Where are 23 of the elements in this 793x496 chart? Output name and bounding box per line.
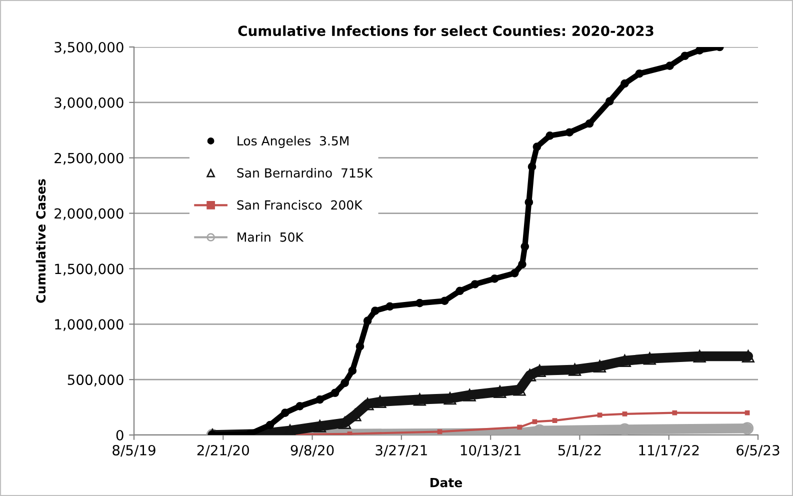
x-axis-title: Date [430, 478, 462, 488]
y-tick-label: 2,500,000 [54, 152, 124, 165]
x-tick-label: 8/5/19 [112, 444, 156, 457]
y-tick-label: 1,500,000 [55, 264, 124, 276]
legend-label: San Francisco 200K [237, 200, 363, 210]
x-tick-label: 5/1/22 [558, 444, 601, 457]
y-tick-label: 3,000,000 [54, 97, 124, 110]
y-tick-label: 0 [116, 430, 124, 440]
y-axis-title: Cumulative Cases [36, 179, 46, 303]
chart-title: Cumulative Infections for select Counties: 2020-2023 [238, 25, 654, 36]
x-tick-label: 6/5/23 [736, 444, 780, 457]
x-tick-label: 11/17/22 [639, 444, 699, 457]
legend-label: San Bernardino 715K [237, 168, 373, 178]
x-tick-label: 9/8/20 [290, 444, 334, 457]
x-tick-label: 3/27/21 [376, 444, 427, 457]
legend-label: Los Angeles 3.5M [238, 136, 348, 148]
legend-label: Marin 50K [238, 232, 304, 242]
y-tick-label: 3,500,000 [54, 42, 124, 54]
y-tick-label: 1,000,000 [55, 319, 124, 332]
y-tick-label: 500,000 [68, 374, 124, 386]
x-tick-label: 2/21/20 [197, 444, 249, 457]
x-tick-label: 10/13/21 [460, 444, 520, 457]
y-tick-label: 2,000,000 [54, 208, 124, 220]
